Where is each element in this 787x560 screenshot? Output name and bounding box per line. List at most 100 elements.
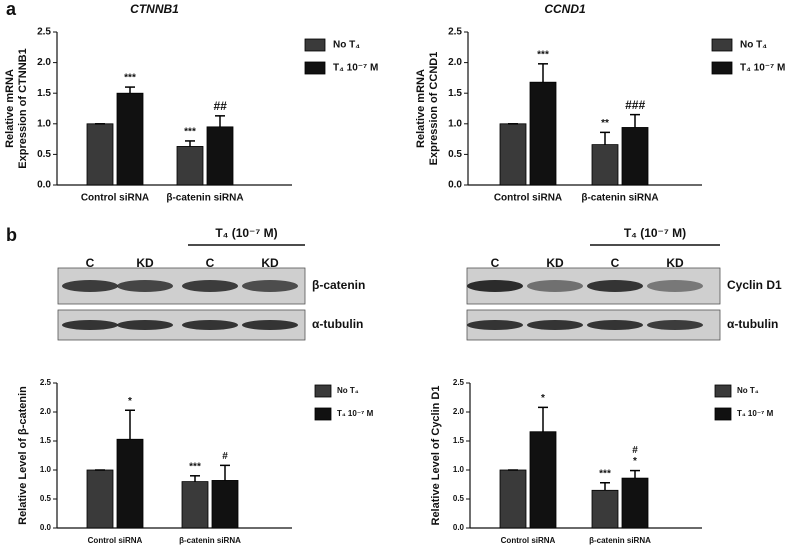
blot-band [182, 320, 238, 330]
bar [591, 144, 619, 186]
legend-swatch [711, 61, 733, 75]
treatment-label: T₄ (10⁻⁷ M) [624, 226, 686, 240]
chart-title: CTNNB1 [130, 2, 179, 16]
y-tick-label: 0.5 [448, 149, 462, 160]
row-label: Cyclin D1 [727, 278, 782, 292]
y-axis-label: Expression of CCND1 [428, 52, 440, 166]
y-tick-label: 0.0 [453, 523, 465, 532]
y-tick-label: 1.0 [40, 465, 52, 474]
lane-label: C [491, 256, 500, 270]
blot-band [527, 320, 583, 330]
y-tick-label: 0.0 [37, 180, 51, 191]
blot-band [182, 280, 238, 292]
y-tick-label: 2.5 [453, 378, 465, 387]
legend-label: T₄ 10⁻⁷ M [737, 409, 774, 418]
legend-label: No T₄ [337, 386, 359, 395]
bar [621, 127, 649, 186]
bar [86, 123, 114, 186]
y-tick-label: 2.5 [448, 27, 462, 38]
x-tick-label: Control siRNA [88, 536, 143, 545]
legend-label: T₄ 10⁻⁷ M [337, 409, 374, 418]
bar [86, 469, 114, 529]
y-tick-label: 1.5 [40, 436, 52, 445]
x-tick-label: Control siRNA [494, 193, 562, 204]
y-tick-label: 1.5 [448, 88, 462, 99]
significance-label: *** [184, 127, 196, 138]
x-tick-label: β-catenin siRNA [589, 536, 651, 545]
significance-label: * [128, 396, 132, 407]
bar [176, 146, 204, 186]
bar [621, 477, 649, 529]
bar [529, 81, 557, 186]
significance-label: ### [625, 98, 645, 112]
legend-label: T₄ 10⁻⁷ M [740, 63, 785, 74]
blot-band [62, 320, 118, 330]
bar [116, 438, 144, 529]
legend-swatch [714, 407, 732, 421]
y-axis-label: Relative mRNA [4, 69, 16, 148]
x-tick-label: β-catenin siRNA [179, 536, 241, 545]
y-tick-label: 0.0 [40, 523, 52, 532]
blot-band [467, 280, 523, 292]
x-tick-label: Control siRNA [81, 193, 149, 204]
legend-swatch [314, 407, 332, 421]
significance-label: # [632, 445, 638, 456]
y-tick-label: 0.5 [453, 494, 465, 503]
y-tick-label: 1.5 [37, 88, 51, 99]
y-tick-label: 0.5 [40, 494, 52, 503]
treatment-label: T₄ (10⁻⁷ M) [215, 226, 277, 240]
bar [116, 92, 144, 186]
legend-swatch [304, 38, 326, 52]
bar [529, 431, 557, 529]
y-tick-label: 0.0 [448, 180, 462, 191]
legend-swatch [304, 61, 326, 75]
x-tick-label: β-catenin siRNA [581, 193, 658, 204]
y-axis-label: Expression of CTNNB1 [17, 48, 29, 168]
bar [206, 126, 234, 186]
row-label: β-catenin [312, 278, 365, 292]
bar [211, 480, 239, 529]
blot-band [647, 320, 703, 330]
y-tick-label: 2.0 [37, 57, 51, 68]
lane-label: KD [136, 256, 154, 270]
bar [499, 469, 527, 529]
legend-swatch [314, 384, 332, 398]
blot-band [467, 320, 523, 330]
significance-label: * [541, 393, 545, 404]
y-tick-label: 1.0 [448, 118, 462, 129]
significance-label: * [633, 456, 637, 467]
significance-label: ## [213, 99, 227, 113]
y-tick-label: 2.0 [448, 57, 462, 68]
lane-label: C [611, 256, 620, 270]
legend-label: No T₄ [740, 40, 767, 51]
legend-swatch [711, 38, 733, 52]
lane-label: KD [261, 256, 279, 270]
y-tick-label: 0.5 [37, 149, 51, 160]
row-label: α-tubulin [312, 317, 363, 331]
significance-label: ** [601, 118, 609, 129]
blot-band [62, 280, 118, 292]
legend-label: No T₄ [737, 386, 759, 395]
significance-label: *** [537, 49, 549, 60]
y-tick-label: 2.5 [40, 378, 52, 387]
blot-band [587, 280, 643, 292]
bar [591, 489, 619, 529]
row-label: α-tubulin [727, 317, 778, 331]
blot-band [117, 320, 173, 330]
blot-band [117, 280, 173, 292]
lane-label: KD [666, 256, 684, 270]
y-tick-label: 1.0 [37, 118, 51, 129]
y-axis-label: Relative mRNA [415, 69, 427, 148]
significance-label: # [222, 451, 228, 462]
legend-label: T₄ 10⁻⁷ M [333, 63, 378, 74]
panel-label: a [6, 0, 17, 19]
y-tick-label: 2.0 [40, 407, 52, 416]
x-tick-label: Control siRNA [501, 536, 556, 545]
lane-label: C [86, 256, 95, 270]
blot-band [527, 280, 583, 292]
significance-label: *** [124, 73, 136, 84]
x-tick-label: β-catenin siRNA [166, 193, 243, 204]
legend-label: No T₄ [333, 40, 360, 51]
legend-swatch [714, 384, 732, 398]
